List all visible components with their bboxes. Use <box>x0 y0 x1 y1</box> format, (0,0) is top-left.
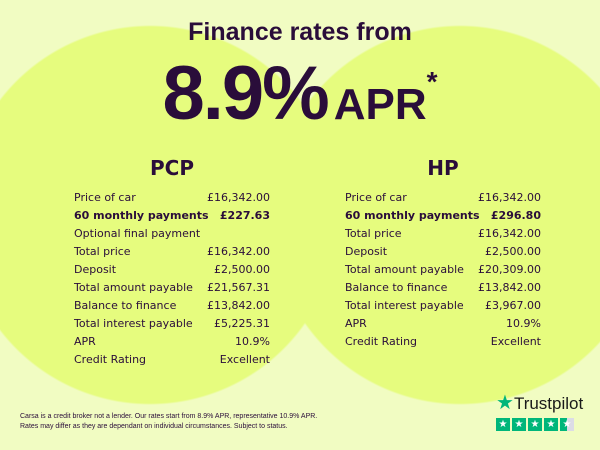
table-row: Balance to finance £13,842.00 <box>74 297 270 315</box>
row-value: 10.9% <box>506 317 541 330</box>
hp-section: HP Price of car £16,342.00 60 monthly paym… <box>345 156 541 351</box>
table-row: Deposit £2,500.00 <box>345 243 541 261</box>
star-icon: ★ <box>560 418 574 431</box>
table-row: Total amount payable £20,309.00 <box>345 261 541 279</box>
table-row: Total price £16,342.00 <box>74 243 270 261</box>
rate-value: 8.9% <box>162 51 329 136</box>
asterisk: * <box>426 66 438 97</box>
row-value: £296.80 <box>490 209 541 222</box>
table-row: Optional final payment <box>74 225 270 243</box>
row-value: £21,567.31 <box>207 281 270 294</box>
row-value: £5,225.31 <box>214 317 270 330</box>
trustpilot-star-icon: ★ <box>496 392 514 414</box>
table-row: 60 monthly payments £296.80 <box>345 207 541 225</box>
row-value: £16,342.00 <box>478 191 541 204</box>
table-row: APR 10.9% <box>345 315 541 333</box>
row-value: £16,342.00 <box>207 245 270 258</box>
row-label: APR <box>74 335 96 348</box>
star-icon: ★ <box>544 418 558 431</box>
star-icon: ★ <box>512 418 526 431</box>
row-label: Deposit <box>345 245 388 258</box>
star-icon: ★ <box>496 418 510 431</box>
row-label: Optional final payment <box>74 227 201 240</box>
row-value: Excellent <box>219 353 270 366</box>
row-value: Excellent <box>490 335 541 348</box>
table-row: Total amount payable £21,567.31 <box>74 279 270 297</box>
table-row: Total interest payable £3,967.00 <box>345 297 541 315</box>
apr-label: APR <box>333 80 427 129</box>
row-label: Total price <box>345 227 402 240</box>
row-label: Balance to finance <box>74 299 177 312</box>
table-row: Deposit £2,500.00 <box>74 261 270 279</box>
disclaimer-line-1: Carsa is a credit broker not a lender. O… <box>20 413 318 420</box>
pcp-heading: PCP <box>150 156 194 180</box>
row-value: £16,342.00 <box>207 191 270 204</box>
row-label: Total interest payable <box>345 299 464 312</box>
pcp-section: PCP Price of car £16,342.00 60 monthly pay… <box>74 156 270 369</box>
row-label: 60 monthly payments <box>345 209 480 222</box>
trustpilot-rating: ★ ★ ★ ★ ★ <box>496 418 586 431</box>
rate-display: 8.9% APR* <box>0 50 600 137</box>
row-label: Credit Rating <box>345 335 418 348</box>
row-value: £227.63 <box>219 209 270 222</box>
table-row: APR 10.9% <box>74 333 270 351</box>
table-row: Credit Rating Excellent <box>345 333 541 351</box>
row-label: Price of car <box>74 191 136 204</box>
headline: Finance rates from <box>188 18 412 46</box>
disclaimer-line-2: Rates may differ as they are dependant o… <box>20 423 288 430</box>
table-row: Balance to finance £13,842.00 <box>345 279 541 297</box>
row-label: Total amount payable <box>345 263 464 276</box>
row-label: Total interest payable <box>74 317 193 330</box>
row-value: £13,842.00 <box>207 299 270 312</box>
table-row: 60 monthly payments £227.63 <box>74 207 270 225</box>
row-label: Deposit <box>74 263 117 276</box>
table-row: Total interest payable £5,225.31 <box>74 315 270 333</box>
table-row: Credit Rating Excellent <box>74 351 270 369</box>
trustpilot-name: Trustpilot <box>513 394 584 413</box>
row-value: £2,500.00 <box>214 263 270 276</box>
table-row: Price of car £16,342.00 <box>345 189 541 207</box>
row-label: Credit Rating <box>74 353 147 366</box>
row-value: £2,500.00 <box>485 245 541 258</box>
row-label: Price of car <box>345 191 407 204</box>
table-row: Total price £16,342.00 <box>345 225 541 243</box>
disclaimer: Carsa is a credit broker not a lender. O… <box>20 412 480 432</box>
row-value: £20,309.00 <box>478 263 541 276</box>
row-value: 10.9% <box>235 335 270 348</box>
pcp-table: Price of car £16,342.00 60 monthly payment… <box>74 189 270 369</box>
row-label: Total price <box>74 245 131 258</box>
table-row: Price of car £16,342.00 <box>74 189 270 207</box>
star-icon: ★ <box>528 418 542 431</box>
row-label: Total amount payable <box>74 281 193 294</box>
hp-heading: HP <box>427 156 459 180</box>
row-value: £16,342.00 <box>478 227 541 240</box>
row-label: 60 monthly payments <box>74 209 209 222</box>
row-label: Balance to finance <box>345 281 448 294</box>
trustpilot-badge[interactable]: ★Trustpilot ★ ★ ★ ★ ★ <box>496 390 586 431</box>
row-value: £3,967.00 <box>485 299 541 312</box>
row-value: £13,842.00 <box>478 281 541 294</box>
row-label: APR <box>345 317 367 330</box>
hp-table: Price of car £16,342.00 60 monthly payment… <box>345 189 541 351</box>
